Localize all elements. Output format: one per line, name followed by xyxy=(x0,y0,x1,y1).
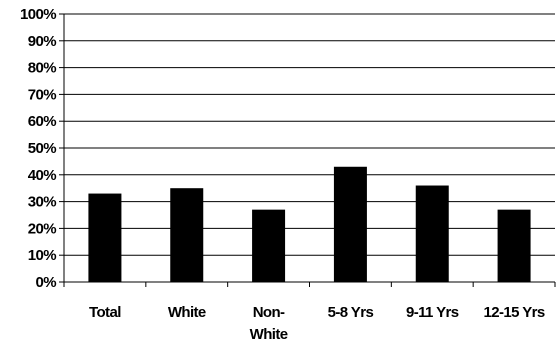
gridlines xyxy=(64,13,555,256)
x-category-label: Total xyxy=(89,304,121,321)
x-category-label: White xyxy=(168,304,206,321)
y-tick-label: 0% xyxy=(36,274,57,291)
y-tick-label: 90% xyxy=(28,33,56,50)
bar xyxy=(415,185,449,282)
x-category-label: 12-15 Yrs xyxy=(484,304,545,321)
y-tick-labels: 0% 10% 20% 30% 40% 50% 60% 70% 80% 90% 100% xyxy=(20,6,57,291)
y-tick-label: 40% xyxy=(28,167,56,184)
bar xyxy=(497,209,531,282)
x-category-label: Non-White xyxy=(250,304,288,343)
y-tick-label: 20% xyxy=(28,220,56,237)
x-category-label: 5-8 Yrs xyxy=(328,304,374,321)
y-tick-label: 100% xyxy=(20,6,56,23)
y-tick-label: 10% xyxy=(28,247,56,264)
y-tick-label: 70% xyxy=(28,86,56,103)
x-category-label: 9-11 Yrs xyxy=(406,304,459,321)
bar xyxy=(88,193,122,282)
y-tick-label: 80% xyxy=(28,60,56,77)
y-tick-label: 60% xyxy=(28,113,56,130)
y-tick-label: 30% xyxy=(28,194,56,211)
axes xyxy=(59,13,556,287)
y-tick-label: 50% xyxy=(28,140,56,157)
bar xyxy=(170,188,204,282)
bars xyxy=(88,166,531,282)
bar xyxy=(333,166,367,282)
x-category-labels: Total White Non-White 5-8 Yrs 9-11 Yrs 12-15 … xyxy=(89,304,545,343)
bar xyxy=(252,209,286,282)
